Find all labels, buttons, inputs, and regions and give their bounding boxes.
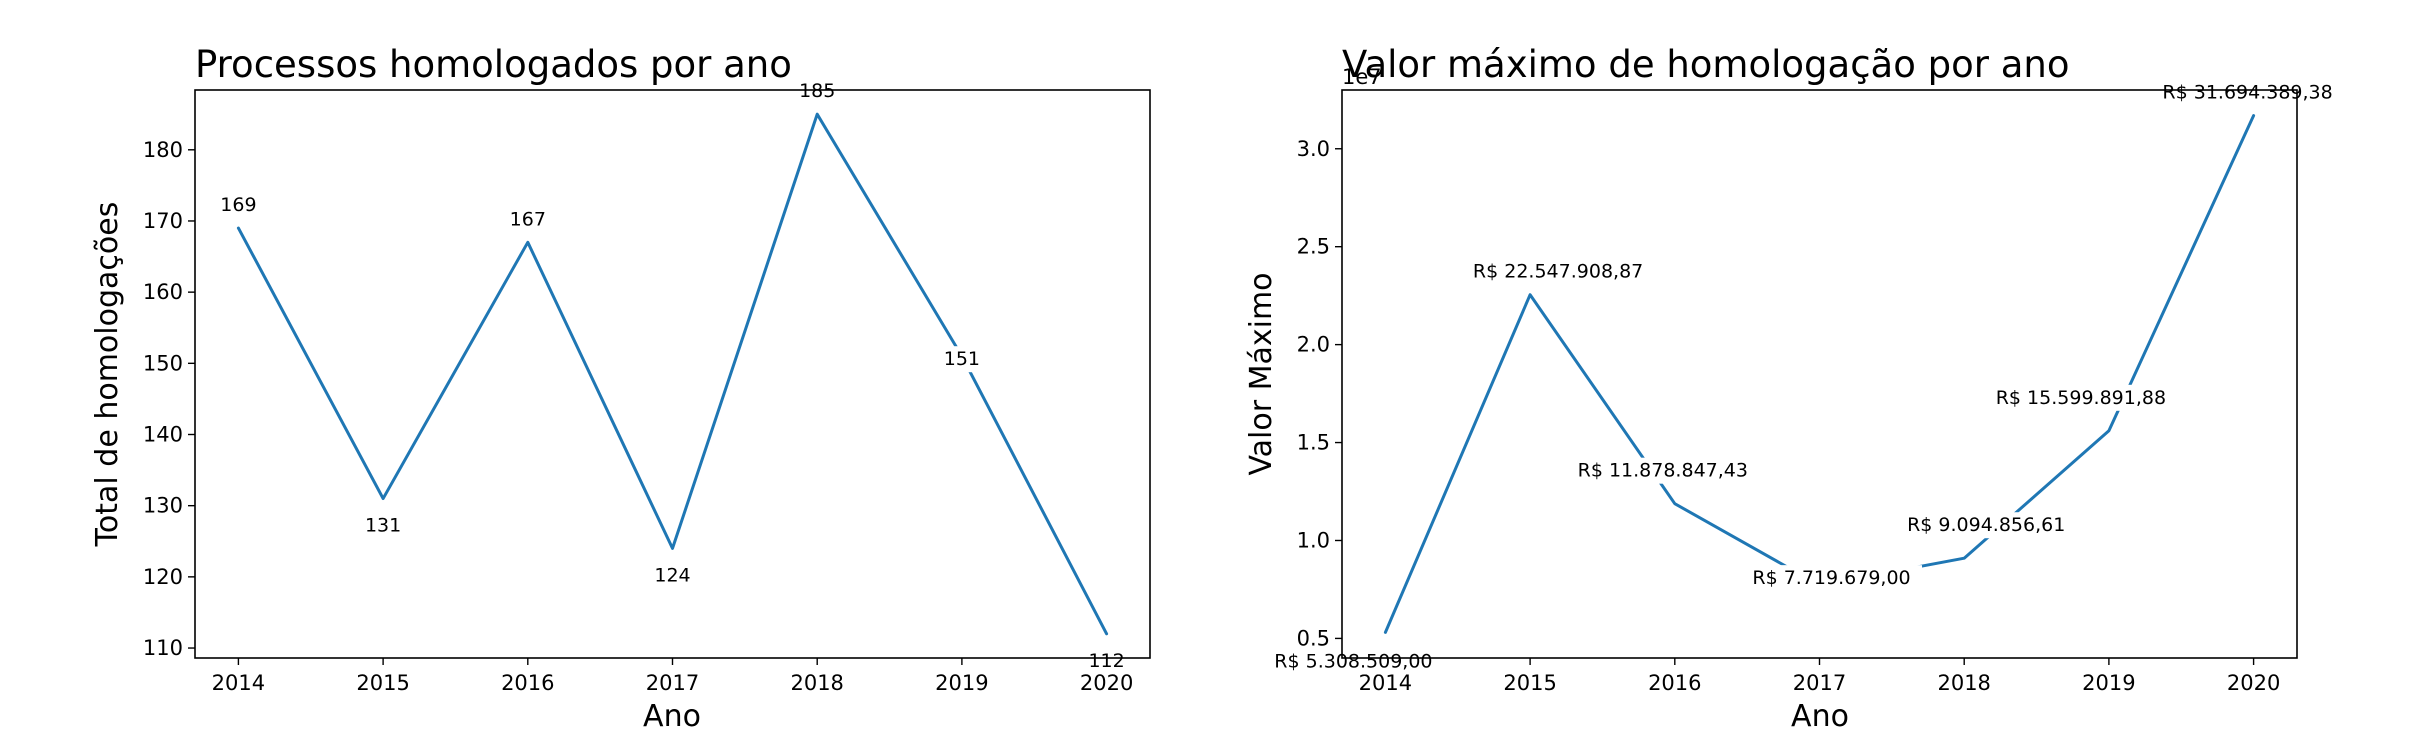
x-tick-label: 2020 — [1080, 671, 1133, 695]
data-label-background — [216, 192, 261, 219]
data-label: 167 — [510, 208, 546, 230]
x-axis-label: Ano — [1791, 699, 1849, 734]
data-label: 131 — [365, 515, 401, 537]
x-tick-label: 2018 — [1937, 671, 1990, 695]
y-axis-offset-label: 1e7 — [1342, 65, 1382, 89]
chart-title: Valor máximo de homologação por ano — [1342, 43, 2069, 86]
x-tick-label: 2018 — [790, 671, 843, 695]
y-tick-label: 0.5 — [1297, 626, 1330, 650]
x-tick-label: 2014 — [1359, 671, 1412, 695]
data-label: 151 — [944, 348, 980, 370]
chart-homologation-count: Processos homologados por ano 2014 2015 20… — [90, 43, 1151, 734]
data-label-background — [1461, 258, 1655, 285]
x-tick-label: 2017 — [646, 671, 699, 695]
y-tick-label: 120 — [143, 565, 183, 589]
data-label-background — [2151, 79, 2344, 106]
x-tick-label: 2016 — [501, 671, 554, 695]
data-label: R$ 9.094.856,61 — [1907, 514, 2065, 536]
data-label: 124 — [654, 564, 690, 586]
chart-max-value: Valor máximo de homologação por ano 1e7 … — [1244, 43, 2344, 734]
data-label: R$ 31.694.389,38 — [2162, 82, 2332, 104]
data-label-background — [1895, 512, 2077, 539]
y-tick-label: 170 — [143, 209, 183, 233]
data-label-background — [1262, 648, 1444, 675]
x-axis-label: Ano — [643, 699, 701, 734]
x-tick-label: 2019 — [2082, 671, 2135, 695]
x-tick-label: 2015 — [1503, 671, 1556, 695]
x-tick-label: 2017 — [1793, 671, 1846, 695]
chart-title: Processos homologados por ano — [195, 43, 792, 86]
data-label: R$ 22.547.908,87 — [1473, 261, 1643, 283]
plot-frame — [194, 89, 1151, 659]
data-label-background — [1984, 384, 2178, 411]
data-label-background — [1084, 647, 1129, 674]
y-tick-label: 2.5 — [1297, 235, 1330, 259]
data-label: R$ 15.599.891,88 — [1996, 387, 2166, 409]
data-label-background — [505, 206, 550, 233]
data-label: 169 — [220, 194, 256, 216]
y-tick-label: 3.0 — [1297, 137, 1330, 161]
data-label-background — [795, 78, 840, 105]
y-axis-label: Valor Máximo — [1244, 272, 1279, 475]
data-label-background — [1741, 565, 1922, 592]
data-label: R$ 7.719.679,00 — [1752, 567, 1910, 589]
data-label: R$ 11.878.847,43 — [1578, 460, 1748, 482]
x-tick-label: 2014 — [212, 671, 265, 695]
data-label-background — [361, 512, 406, 539]
data-label-background — [939, 346, 984, 373]
data-label: R$ 5.308.509,00 — [1274, 650, 1432, 672]
y-tick-label: 1.5 — [1297, 431, 1330, 455]
y-tick-label: 110 — [143, 636, 183, 660]
y-tick-label: 2.0 — [1297, 333, 1330, 357]
data-label-background — [1566, 457, 1760, 484]
y-tick-label: 150 — [143, 351, 183, 375]
x-tick-label: 2016 — [1648, 671, 1701, 695]
y-axis-label: Total de homologações — [90, 202, 125, 548]
plot-frame — [1341, 89, 2298, 659]
y-tick-label: 180 — [143, 138, 183, 162]
y-tick-label: 1.0 — [1297, 528, 1330, 552]
y-tick-label: 160 — [143, 280, 183, 304]
x-tick-label: 2020 — [2227, 671, 2280, 695]
x-tick-label: 2015 — [356, 671, 409, 695]
y-tick-label: 130 — [143, 494, 183, 518]
data-label-background — [650, 562, 695, 589]
data-label: 112 — [1088, 650, 1124, 672]
x-tick-label: 2019 — [935, 671, 988, 695]
data-label: 185 — [799, 80, 835, 102]
y-tick-label: 140 — [143, 423, 183, 447]
